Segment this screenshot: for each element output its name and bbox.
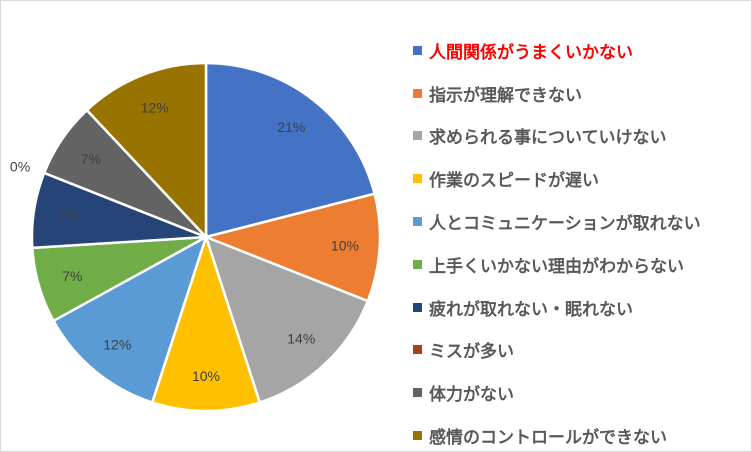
- legend-swatch: [413, 217, 422, 227]
- legend-swatch: [413, 131, 422, 141]
- legend-label: 作業のスピードが遅い: [429, 171, 599, 192]
- pie-slice: [51, 234, 209, 405]
- legend-label: 上手くいかない理由がわからない: [429, 256, 684, 277]
- legend-swatch: [413, 45, 422, 55]
- legend-item: 求められる事についていけない: [413, 115, 701, 158]
- legend-label: ミスが多い: [429, 342, 514, 363]
- legend-swatch: [413, 388, 422, 398]
- data-label: 14%: [287, 330, 315, 346]
- legend-item: 体力がない: [413, 371, 701, 414]
- pie-chart: 21% 10% 14% 10% 12% 7% 7% 0% 7% 12%: [10, 61, 382, 413]
- data-label: 0%: [10, 159, 30, 175]
- legend-swatch: [413, 345, 422, 355]
- legend-item: 人間関係がうまくいかない: [413, 29, 701, 72]
- legend-label: 人とコミュニケーションが取れない: [429, 214, 701, 235]
- data-label: 7%: [62, 268, 82, 284]
- legend-swatch: [413, 259, 422, 269]
- legend-item: 作業のスピードが遅い: [413, 157, 701, 200]
- pie-slice: [204, 61, 377, 239]
- legend-label: 体力がない: [429, 385, 514, 406]
- data-label: 12%: [103, 336, 131, 352]
- legend-label: 指示が理解できない: [429, 85, 582, 106]
- data-label: 10%: [192, 368, 220, 384]
- legend-swatch: [413, 302, 422, 312]
- legend-swatch: [413, 88, 422, 98]
- data-label: 12%: [141, 100, 169, 116]
- legend: 人間関係がうまくいかない 指示が理解できない求められる事についていけない 作業のスピ…: [413, 29, 701, 451]
- legend-item: 疲れが取れない・眠れない: [413, 286, 701, 329]
- legend-item: ミスが多い: [413, 329, 701, 372]
- legend-label: 疲れが取れない・眠れない: [429, 299, 633, 320]
- pie-slice: [201, 192, 382, 303]
- legend-label: 感情のコントロールができない: [429, 428, 667, 449]
- data-label: 10%: [331, 238, 359, 254]
- pie-slice: [85, 61, 208, 241]
- data-label: 7%: [81, 151, 101, 167]
- legend-swatch: [413, 431, 422, 441]
- legend-label: 人間関係がうまくいかない: [429, 42, 633, 63]
- legend-item: 指示が理解できない: [413, 72, 701, 115]
- legend-swatch: [413, 174, 422, 184]
- data-label: 21%: [277, 119, 305, 135]
- legend-item: 上手くいかない理由がわからない: [413, 243, 701, 286]
- data-label: 7%: [58, 207, 78, 223]
- legend-item: 人とコミュニケーションが取れない: [413, 200, 701, 243]
- pie-slice: [150, 232, 262, 413]
- legend-label: 求められる事についていけない: [429, 128, 667, 149]
- legend-item: 感情のコントロールができない: [413, 414, 701, 451]
